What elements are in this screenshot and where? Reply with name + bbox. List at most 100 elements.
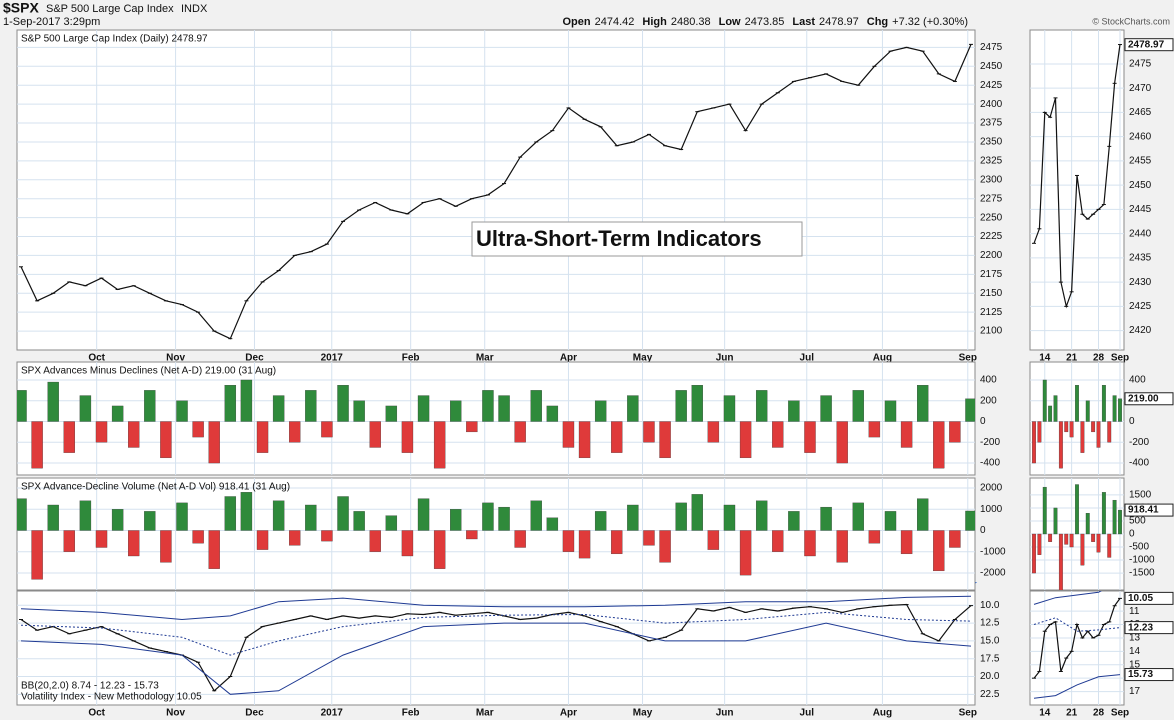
bar (417, 498, 430, 531)
bar (514, 421, 526, 443)
quote-value: 2474.42 (595, 16, 635, 28)
bar (949, 530, 961, 548)
value-tag: 15.73 (1128, 669, 1153, 680)
y-tick-label: 2460 (1129, 131, 1152, 142)
y-tick-label: 2455 (1129, 156, 1152, 167)
value-tag: 2478.97 (1128, 39, 1165, 50)
bar (917, 385, 929, 422)
bar (1069, 421, 1074, 438)
x-tick-label: Nov (166, 708, 185, 719)
quote: Open 2474.42 High 2480.38 Low 2473.85 Last 2478… (563, 16, 969, 28)
bar (836, 530, 848, 563)
y-tick-label: 2450 (1129, 180, 1152, 191)
y-tick-label: 15 (1129, 659, 1141, 670)
x-tick-label: Sep (1111, 708, 1129, 719)
bollinger-upper (1033, 674, 1121, 699)
panel (16, 590, 976, 706)
quote-label: Open (563, 16, 591, 28)
bar (1064, 421, 1069, 433)
bar (305, 390, 317, 422)
y-tick-label: 0 (1129, 416, 1135, 427)
watermark: © StockCharts.com (1092, 16, 1170, 26)
x-tick-label: Jul (800, 353, 815, 364)
bar (594, 511, 607, 531)
bollinger-middle (20, 611, 972, 656)
bar (31, 421, 43, 469)
bar (643, 530, 655, 546)
y-tick-label: 22.5 (980, 689, 1000, 700)
bar (272, 500, 285, 531)
y-tick-label: -400 (1129, 458, 1149, 469)
bar (240, 492, 253, 531)
y-tick-label: 2375 (980, 118, 1003, 129)
y-tick-label: 2275 (980, 193, 1003, 204)
bar (546, 517, 559, 531)
bar (31, 530, 43, 580)
y-tick-label: -1500 (1129, 568, 1155, 579)
bar (353, 511, 365, 531)
value-tag-box (1124, 591, 1174, 605)
quote-value: 2473.85 (745, 16, 785, 28)
y-tick-label: 2425 (1129, 301, 1152, 312)
legend-text: BB(20,2.0) 8.74 - 12.23 - 15.73 (21, 681, 159, 692)
bar (884, 511, 897, 531)
y-tick-label: 2420 (1129, 325, 1152, 336)
y-tick-label: 15.0 (980, 636, 1000, 647)
bar (772, 530, 784, 552)
y-tick-label: 2400 (980, 99, 1003, 110)
bar (755, 390, 768, 422)
plot-area (17, 362, 975, 475)
symbol: $SPX (3, 0, 39, 16)
bar (578, 421, 591, 459)
y-tick-label: 17 (1129, 686, 1141, 697)
y-tick-label: 20.0 (980, 671, 1000, 682)
index-name: S&P 500 Large Cap Index (46, 3, 174, 15)
y-tick-label: -500 (1129, 542, 1149, 553)
bar (321, 421, 333, 438)
bar (240, 379, 253, 422)
bar (804, 421, 816, 453)
y-tick-label: 2200 (980, 250, 1003, 261)
bar (224, 385, 237, 422)
bar (1112, 499, 1117, 535)
value-tag-box (1124, 392, 1174, 406)
y-tick-label: 13 (1129, 633, 1141, 644)
x-tick-label: Dec (245, 708, 264, 719)
bar (611, 530, 623, 555)
bar (1118, 509, 1122, 535)
quote-label: Last (792, 16, 815, 28)
quote-value: 2478.97 (819, 16, 859, 28)
y-tick-label: 0 (1129, 529, 1135, 540)
bar (47, 504, 59, 531)
y-tick-label: 2440 (1129, 228, 1152, 239)
y-tick-label: 1000 (980, 504, 1003, 515)
x-tick-label: Mar (476, 708, 494, 719)
bar (498, 506, 510, 531)
quote-value: 2480.38 (671, 16, 711, 28)
bar (933, 530, 945, 572)
bar (675, 502, 687, 531)
bar (1058, 421, 1063, 469)
bar (772, 421, 784, 448)
x-tick-label: Apr (560, 708, 577, 719)
bar (1107, 421, 1112, 443)
bar (482, 502, 494, 531)
bar (917, 498, 929, 531)
bar (208, 421, 220, 464)
bar (1048, 405, 1053, 422)
bar (627, 395, 639, 422)
bar (111, 509, 124, 531)
y-tick-label: -2000 (980, 568, 1006, 579)
x-tick-label: Nov (166, 353, 185, 364)
bar (836, 421, 848, 464)
annotation: Ultra-Short-Term Indicators (476, 226, 762, 251)
y-tick-label: 2435 (1129, 253, 1152, 264)
bar (900, 530, 913, 555)
y-tick-label: 500 (1129, 516, 1146, 527)
bar (369, 530, 381, 552)
bar (755, 500, 768, 531)
quote-label: High (642, 16, 667, 28)
bar (466, 421, 478, 433)
bar (79, 395, 92, 422)
bar (627, 504, 639, 531)
